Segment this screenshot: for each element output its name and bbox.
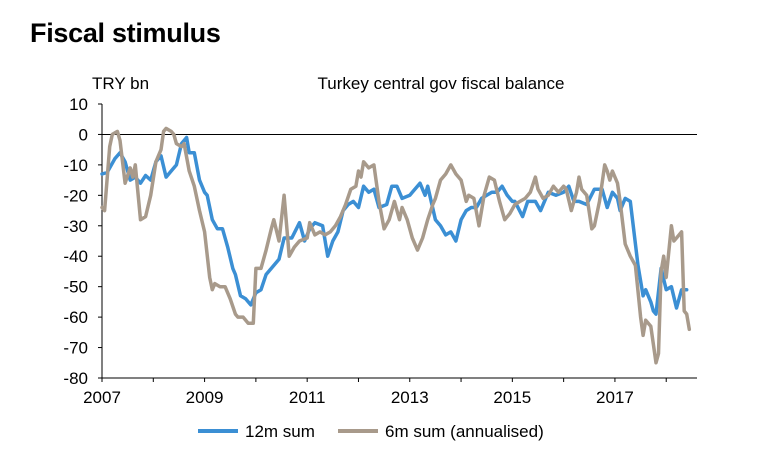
legend: 12m sum 6m sum (annualised) [198,422,544,441]
y-tick-label: -10 [63,156,88,175]
x-tick-label: 2011 [289,388,326,407]
x-tick-label: 2007 [83,388,121,407]
y-tick-label: -70 [63,339,88,358]
x-tick-label: 2013 [391,388,429,407]
y-tick-label: -40 [63,247,88,266]
x-tick-label: 2009 [186,388,224,407]
y-axis-label: TRY bn [92,74,149,93]
y-tick-label: -20 [63,186,88,205]
x-tick-label: 2015 [493,388,531,407]
x-tick-label: 2017 [596,388,634,407]
y-tick-label: -60 [63,308,88,327]
y-tick-label: -80 [63,369,88,388]
series-line-12m-sum [100,135,689,316]
page-title: Fiscal stimulus [30,18,221,48]
y-tick-label: -30 [63,217,88,236]
chart-title: Turkey central gov fiscal balance [318,74,565,93]
series-line-6m-sum-annualised [100,126,692,365]
series-layer [100,126,692,365]
legend-label-12m-sum: 12m sum [245,422,315,441]
y-tick-label: 0 [79,125,88,144]
y-tick-label: 10 [69,95,88,114]
y-tick-label: -50 [63,278,88,297]
legend-label-6m-sum-annualised: 6m sum (annualised) [385,422,544,441]
